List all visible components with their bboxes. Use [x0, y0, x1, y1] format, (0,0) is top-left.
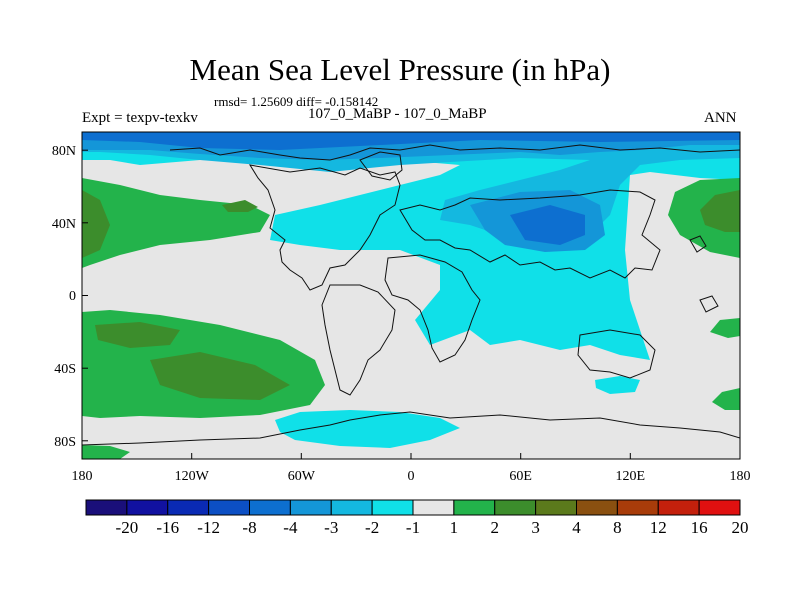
contour-arctic-core: [82, 132, 740, 150]
contour-spac-core-a: [95, 322, 180, 348]
rmsd-diff-stats: rmsd= 1.25609 diff= -0.158142: [214, 94, 379, 109]
x-tick-label: 180: [730, 469, 751, 484]
colorbar-label: -4: [283, 518, 298, 537]
coast-north-america: [248, 164, 401, 291]
colorbar-swatch: [535, 499, 577, 516]
colorbar-label: 20: [732, 518, 749, 537]
y-tick-label: 80N: [52, 144, 76, 159]
contour-asia-core: [510, 205, 585, 245]
colorbar-swatch: [85, 499, 128, 516]
x-tick-label: 0: [408, 469, 415, 484]
contour-npac-west: [82, 178, 270, 268]
colorbar-swatch: [289, 499, 332, 516]
colorbar-swatch: [167, 499, 210, 516]
x-axis-labels: 180 120W 60W 0 60E 120E 180: [72, 469, 751, 484]
contour-spac-east: [710, 318, 740, 338]
colorbar-swatch: [412, 499, 455, 516]
colorbar-label: 2: [491, 518, 500, 537]
colorbar-swatch: [371, 499, 414, 516]
season-label: ANN: [704, 110, 737, 126]
colorbar-labels: -20 -16 -12 -8 -4 -3 -2 -1 1 2 3 4 8 12 16 20: [116, 518, 749, 537]
contour-bottom-west: [82, 445, 130, 459]
colorbar-swatch: [453, 499, 496, 516]
colorbar-label: -16: [156, 518, 179, 537]
colorbar-label: 12: [650, 518, 667, 537]
map-frame: [81, 131, 741, 460]
coast-arctic-canada: [169, 144, 740, 161]
x-tick-label: 120W: [175, 469, 210, 484]
coast-pacific-islands: [689, 235, 719, 313]
chart-title: Mean Sea Level Pressure (in hPa): [189, 52, 611, 87]
contour-spac-east-south: [712, 388, 740, 410]
coastline-layer: [82, 144, 740, 446]
colorbar-label: 8: [613, 518, 622, 537]
map-plot-area: [82, 132, 740, 459]
colorbar-swatch: [616, 499, 659, 516]
coast-antarctica: [82, 411, 740, 446]
colorbar-swatch: [576, 499, 618, 516]
colorbar-label: -20: [116, 518, 139, 537]
runs-label: 107_0_MaBP - 107_0_MaBP: [308, 106, 487, 122]
colorbar-swatch: [657, 499, 700, 516]
colorbar-label: -2: [365, 518, 379, 537]
colorbar-label: -8: [242, 518, 256, 537]
colorbar-swatch: [494, 499, 537, 516]
colorbar-swatch: [126, 499, 169, 516]
colorbar-label: 1: [450, 518, 459, 537]
colorbar-swatch: [208, 499, 250, 516]
colorbar-label: 4: [572, 518, 581, 537]
coast-eurasia: [399, 189, 661, 279]
tick-marks: [82, 149, 740, 459]
y-tick-label: 40S: [54, 362, 76, 377]
colorbar-label: 3: [531, 518, 540, 537]
contour-npac-west-spot: [222, 200, 258, 212]
x-tick-label: 60E: [509, 469, 532, 484]
contour-antarctic: [275, 410, 460, 448]
experiment-label: Expt = texpv-texkv: [82, 110, 198, 126]
y-tick-label: 40N: [52, 217, 76, 232]
coast-australia: [577, 329, 656, 379]
colorbar-label: 16: [691, 518, 708, 537]
contour-spac-core-b: [150, 352, 290, 400]
contour-npac-west-core: [82, 190, 110, 258]
coast-south-america: [321, 284, 396, 396]
y-tick-label: 0: [69, 289, 76, 304]
contour-southern-patch: [595, 376, 640, 394]
colorbar-label: -12: [197, 518, 220, 537]
y-tick-label: 80S: [54, 435, 76, 450]
colorbar: [85, 499, 741, 516]
colorbar-label: -1: [406, 518, 420, 537]
colorbar-swatch: [330, 499, 373, 516]
coast-greenland: [359, 151, 403, 181]
coast-africa: [384, 254, 481, 363]
colorbar-swatch: [698, 499, 741, 516]
x-tick-label: 180: [72, 469, 93, 484]
x-tick-label: 120E: [616, 469, 646, 484]
colorbar-label: -3: [324, 518, 338, 537]
colorbar-swatch: [249, 499, 291, 516]
contour-npac-east-core: [700, 190, 740, 232]
y-axis-labels: 80N 40N 0 40S 80S: [52, 144, 76, 450]
x-tick-label: 60W: [288, 469, 316, 484]
